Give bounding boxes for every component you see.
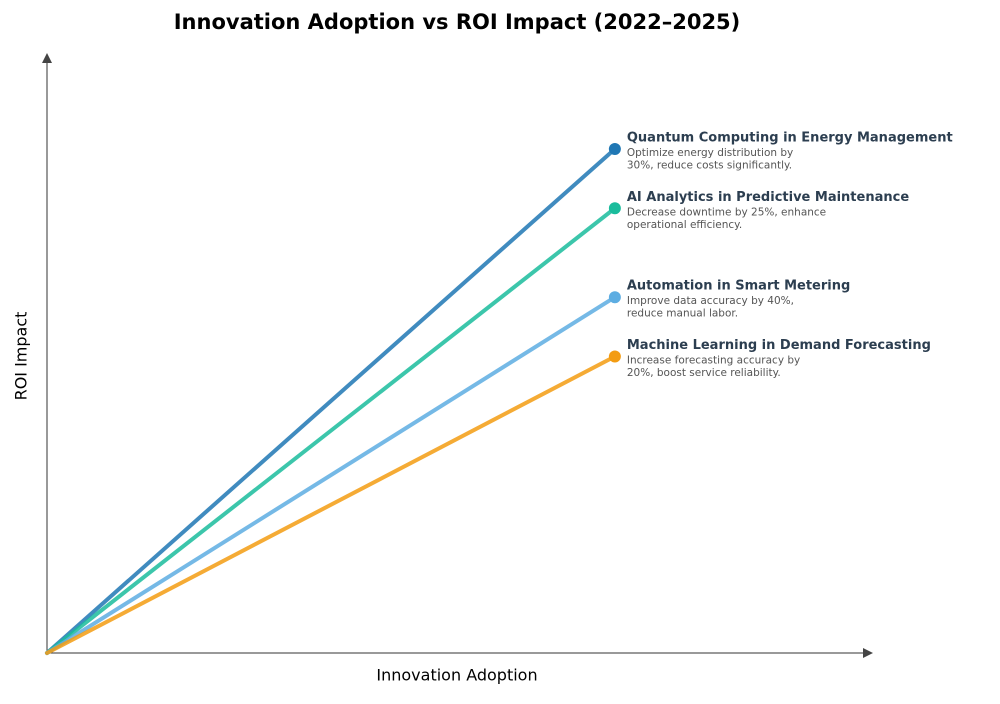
series-description: Optimize energy distribution by xyxy=(627,147,793,159)
end-point xyxy=(608,202,621,215)
series-name: Machine Learning in Demand Forecasting xyxy=(627,338,931,353)
end-point xyxy=(608,291,621,304)
series-name: Quantum Computing in Energy Management xyxy=(627,130,953,145)
x-axis-label: Innovation Adoption xyxy=(376,666,537,685)
series-name: Automation in Smart Metering xyxy=(627,279,850,294)
y-axis-label: ROI Impact xyxy=(12,312,31,401)
series-description: reduce manual labor. xyxy=(627,308,738,320)
series-description: 20%, boost service reliability. xyxy=(627,367,781,379)
series-line xyxy=(45,206,617,655)
series-description: Improve data accuracy by 40%, xyxy=(627,295,794,307)
series-line xyxy=(45,146,617,655)
series-description: 30%, reduce costs significantly. xyxy=(627,159,792,171)
end-point xyxy=(608,142,621,155)
end-point xyxy=(608,350,621,363)
plot-area: Quantum Computing in Energy Management Op… xyxy=(45,130,953,655)
series-description: operational efficiency. xyxy=(627,219,742,231)
series-description: Decrease downtime by 25%, enhance xyxy=(627,206,826,218)
series-line xyxy=(45,295,617,655)
chart-title: Innovation Adoption vs ROI Impact (2022–… xyxy=(174,10,741,34)
series-line xyxy=(45,354,617,655)
series-description: Increase forecasting accuracy by xyxy=(627,355,800,367)
series-name: AI Analytics in Predictive Maintenance xyxy=(627,190,909,205)
